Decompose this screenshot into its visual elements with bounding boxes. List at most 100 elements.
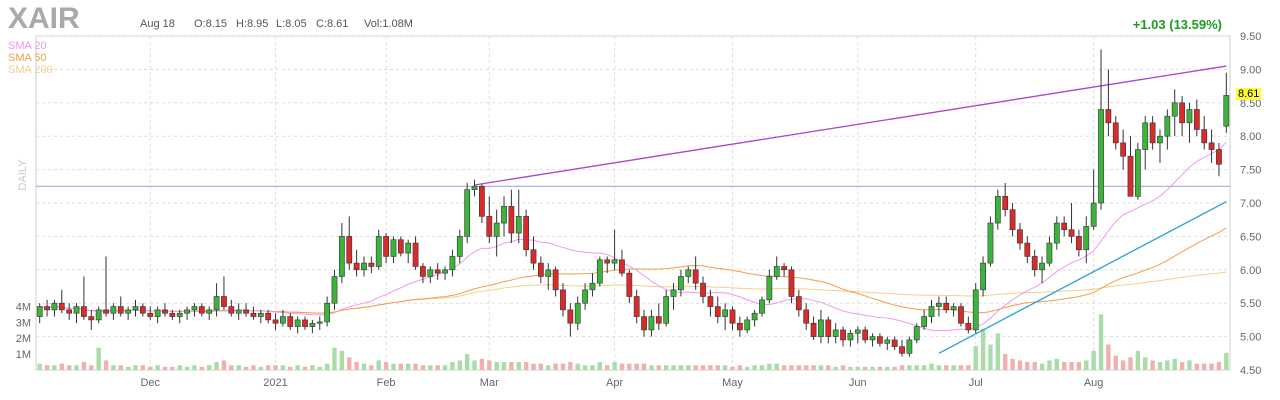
y-tick-label: 4.50 (1240, 365, 1261, 377)
candle-body (935, 302, 942, 307)
candle-body (537, 262, 544, 277)
candle-body (464, 189, 471, 237)
volume-bar (280, 365, 286, 370)
candle-body (221, 296, 227, 307)
candle-body (692, 269, 699, 284)
legend-sma-20[interactable]: SMA 20 (8, 40, 47, 52)
candle-body (589, 282, 596, 291)
candle-body (1083, 226, 1090, 251)
volume-tick-label: 2M (16, 333, 31, 345)
volume-bar (140, 365, 146, 370)
candle-body (832, 329, 839, 337)
volume-bar (347, 357, 352, 370)
candle-body (44, 306, 50, 311)
candle-body (81, 306, 87, 317)
candle-body (73, 306, 80, 314)
volume-bar (369, 365, 374, 370)
volume-bar (811, 365, 816, 370)
candle-body (449, 256, 456, 271)
volume-bar (354, 362, 359, 370)
candle-body (759, 299, 765, 314)
candle-body (714, 306, 721, 317)
y-tick-label: 7.50 (1240, 165, 1261, 177)
volume-bar (450, 362, 455, 370)
candle-body (280, 316, 286, 324)
candle-body (88, 316, 95, 321)
candle-body (1046, 242, 1053, 264)
candle-body (243, 309, 249, 314)
low-value: L:8.05 (276, 18, 307, 30)
volume-bar (487, 360, 492, 370)
candle-body (228, 306, 235, 314)
legend-sma-50[interactable]: SMA 50 (8, 52, 47, 64)
volume-bar (1061, 362, 1067, 370)
candle-body (95, 309, 102, 321)
volume-bar (995, 333, 1001, 370)
volume-bar (818, 365, 824, 370)
volume-bar (1098, 314, 1104, 370)
volume-bar (472, 360, 477, 370)
volume-bar (759, 365, 765, 370)
candle-body (206, 309, 213, 314)
candle-body (899, 346, 905, 354)
volume-bar (907, 365, 912, 370)
volume-bar (980, 328, 986, 370)
volume-bar (538, 363, 544, 370)
legend-sma-200[interactable]: SMA 200 (8, 64, 53, 76)
candle-body (493, 222, 500, 237)
volume-bar (590, 365, 595, 370)
candle-body (213, 296, 220, 311)
y-tick-label: 8.50 (1240, 98, 1261, 110)
candle-body (781, 266, 787, 271)
volume-bar (877, 366, 883, 370)
x-tick-label: 2021 (263, 377, 287, 389)
candle-body (1179, 102, 1185, 124)
volume-bar (1032, 362, 1037, 370)
volume-bar (546, 365, 551, 370)
candle-body (604, 259, 611, 264)
volume-bar (339, 350, 345, 370)
candle-body (1061, 222, 1068, 231)
candle-body (773, 266, 780, 277)
candle-body (545, 269, 552, 277)
candle-body (633, 296, 640, 317)
volume-bar (1120, 360, 1126, 370)
candle-body (707, 296, 714, 307)
last-price-tag: 8.61 (1236, 88, 1262, 100)
candle-body (375, 236, 382, 267)
volume-bar (59, 363, 65, 370)
volume-bar (177, 365, 182, 370)
candle-body (361, 262, 367, 271)
x-tick-label: Apr (606, 377, 623, 389)
ticker-symbol[interactable]: XAIR (8, 2, 80, 35)
candle-body (486, 216, 493, 237)
candle-body (51, 302, 58, 311)
volume-bar (604, 365, 610, 370)
volume-bar (258, 366, 264, 370)
volume-bar (376, 360, 381, 370)
volume-bar (752, 365, 757, 370)
candle-body (154, 309, 161, 317)
volume-bar (1047, 360, 1052, 370)
volume-bar (118, 365, 123, 370)
candle-body (722, 309, 729, 317)
candle-body (913, 326, 920, 341)
candle-body (1171, 102, 1178, 117)
volume-bar (37, 363, 42, 370)
candle-body (1120, 142, 1127, 157)
candle-body (162, 309, 168, 314)
volume-bar (295, 365, 300, 370)
volume-bar (457, 360, 463, 370)
candle-body (1105, 109, 1112, 124)
candle-body (169, 312, 176, 317)
volume-bar (214, 362, 219, 370)
candle-body (338, 236, 345, 277)
candle-body (869, 336, 876, 341)
candle-body (235, 309, 242, 314)
volume-bar (641, 363, 647, 370)
price-change: +1.03 (13.59%) (1132, 17, 1222, 32)
candle-body (626, 272, 633, 297)
volume-bar (1017, 360, 1023, 370)
candle-body (1186, 109, 1193, 124)
